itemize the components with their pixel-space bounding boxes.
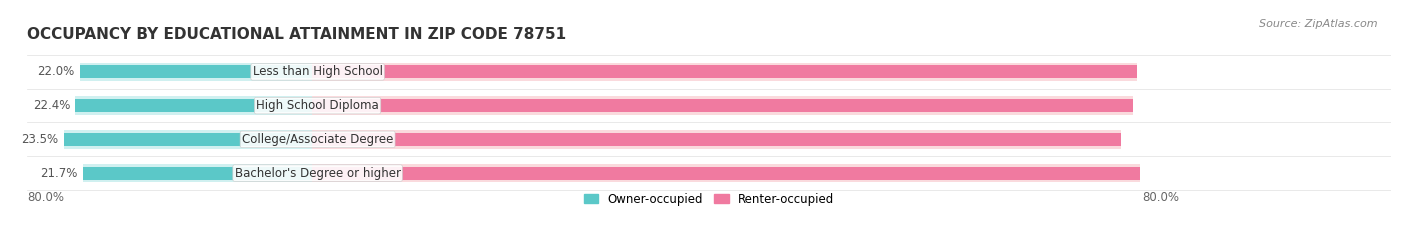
Text: College/Associate Degree: College/Associate Degree [242,133,394,146]
Bar [312,99,1133,112]
Text: 78.3%: 78.3% [1146,167,1187,180]
Text: Less than High School: Less than High School [253,65,382,78]
Bar [312,167,1140,180]
Bar [80,63,312,81]
Text: 76.5%: 76.5% [1126,133,1167,146]
Text: OCCUPANCY BY EDUCATIONAL ATTAINMENT IN ZIP CODE 78751: OCCUPANCY BY EDUCATIONAL ATTAINMENT IN Z… [27,27,565,42]
Text: Bachelor's Degree or higher: Bachelor's Degree or higher [235,167,401,180]
Text: 80.0%: 80.0% [27,191,63,204]
Bar [83,167,312,180]
Text: 22.4%: 22.4% [32,99,70,112]
Text: 80.0%: 80.0% [1143,191,1180,204]
Bar [63,130,312,149]
Text: 21.7%: 21.7% [41,167,77,180]
Text: 22.0%: 22.0% [37,65,75,78]
Bar [83,164,312,182]
Bar [312,63,1137,81]
Bar [312,164,1140,182]
Bar [312,133,1122,146]
Bar [76,99,312,112]
Bar [312,130,1122,149]
Bar [76,96,312,115]
Text: High School Diploma: High School Diploma [256,99,380,112]
Text: Source: ZipAtlas.com: Source: ZipAtlas.com [1260,19,1378,29]
Bar [63,133,312,146]
Bar [80,65,312,78]
Text: 23.5%: 23.5% [21,133,59,146]
Bar [312,65,1137,78]
Bar [312,96,1133,115]
Text: 78.0%: 78.0% [1143,65,1184,78]
Text: 77.6%: 77.6% [1139,99,1180,112]
Legend: Owner-occupied, Renter-occupied: Owner-occupied, Renter-occupied [579,188,839,211]
